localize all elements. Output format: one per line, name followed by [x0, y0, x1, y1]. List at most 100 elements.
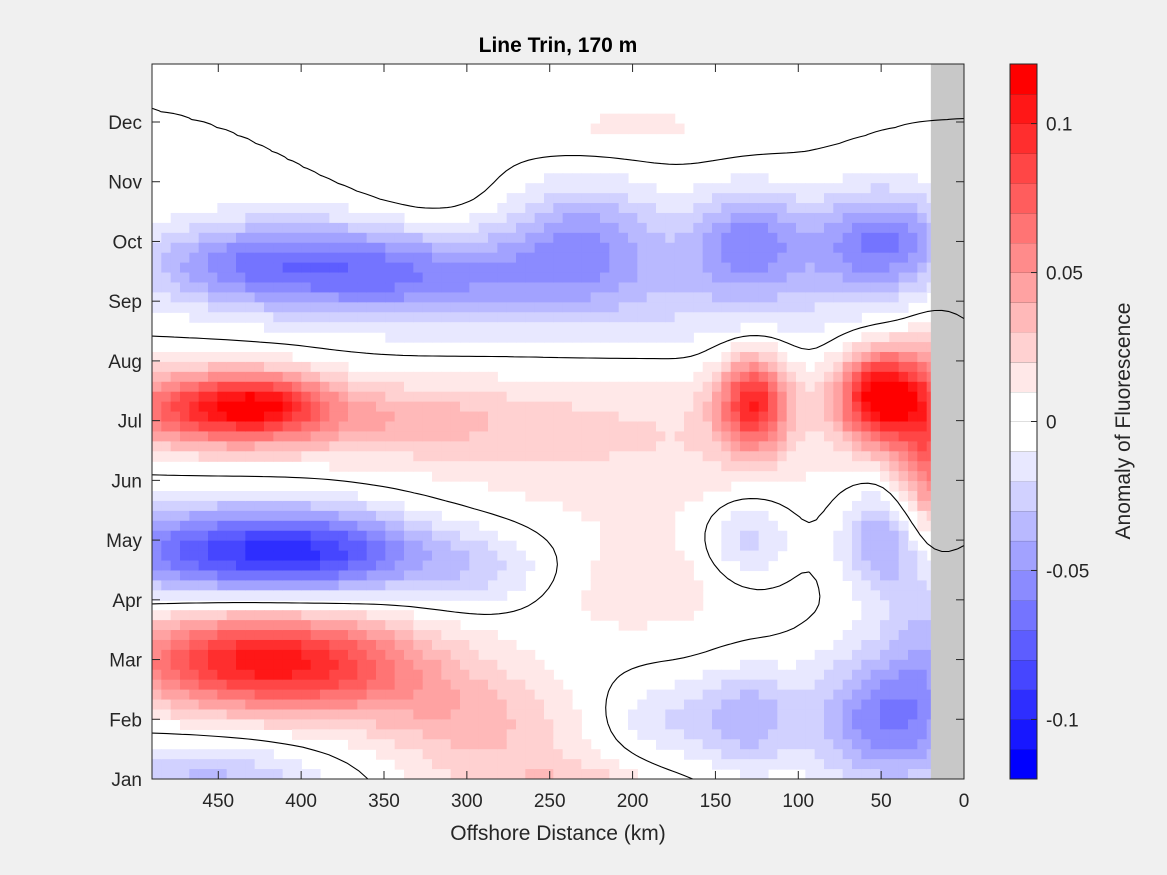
contour-cell	[758, 461, 769, 472]
contour-cell	[712, 262, 722, 274]
contour-cell	[833, 252, 844, 264]
contour-cell	[600, 173, 610, 184]
contour-cell	[301, 302, 312, 313]
contour-cell	[637, 332, 648, 343]
contour-cell	[768, 739, 778, 750]
contour-cell	[497, 461, 508, 472]
contour-cell	[581, 401, 592, 413]
contour-cell	[609, 500, 620, 512]
contour-cell	[656, 471, 666, 482]
contour-cell	[469, 530, 480, 542]
contour-cell	[208, 431, 218, 442]
contour-cell	[152, 282, 162, 293]
contour-cell	[198, 699, 209, 711]
contour-cell	[170, 262, 181, 274]
contour-cell	[917, 520, 928, 532]
contour-cell	[730, 381, 741, 393]
contour-cell	[161, 620, 172, 631]
contour-cell	[404, 242, 414, 254]
contour-cell	[758, 510, 769, 522]
contour-cell	[198, 361, 209, 373]
contour-cell	[516, 481, 526, 492]
contour-cell	[460, 232, 470, 244]
contour-cell	[852, 709, 862, 721]
contour-cell	[376, 232, 386, 244]
contour-cell	[338, 719, 349, 730]
contour-cell	[637, 491, 648, 502]
contour-cell	[460, 272, 470, 284]
contour-cell	[870, 371, 881, 383]
contour-cell	[730, 461, 741, 472]
contour-cell	[898, 709, 909, 721]
contour-cell	[646, 113, 657, 125]
contour-cell	[684, 689, 694, 701]
contour-cell	[441, 272, 452, 284]
contour-cell	[702, 203, 713, 214]
contour-cell	[282, 371, 293, 383]
contour-cell	[264, 431, 274, 442]
contour-cell	[282, 262, 293, 274]
contour-cell	[712, 411, 722, 423]
contour-cell	[469, 441, 480, 452]
contour-cell	[618, 282, 629, 293]
contour-cell	[273, 550, 284, 562]
contour-cell	[553, 381, 564, 393]
contour-cell	[721, 749, 732, 760]
contour-cell	[572, 491, 582, 502]
contour-cell	[506, 212, 517, 224]
contour-cell	[254, 590, 265, 601]
contour-cell	[254, 709, 265, 721]
contour-cell	[740, 371, 750, 383]
contour-cell	[357, 520, 368, 532]
contour-cell	[441, 729, 452, 740]
contour-cell	[842, 342, 853, 353]
contour-cell	[618, 183, 629, 194]
contour-cell	[693, 282, 704, 293]
contour-cell	[348, 411, 358, 423]
contour-cell	[730, 510, 741, 522]
contour-cell	[842, 371, 853, 383]
contour-cell	[572, 193, 582, 204]
contour-cell	[385, 431, 396, 442]
contour-cell	[870, 441, 881, 452]
contour-cell	[590, 183, 601, 194]
contour-cell	[217, 491, 228, 502]
contour-cell	[245, 391, 256, 403]
contour-cell	[236, 610, 246, 621]
contour-cell	[385, 550, 396, 562]
contour-cell	[721, 719, 732, 730]
contour-cell	[245, 431, 256, 442]
contour-cell	[254, 620, 265, 631]
contour-cell	[730, 242, 741, 254]
contour-cell	[572, 391, 582, 403]
contour-cell	[814, 292, 825, 303]
contour-cell	[217, 530, 228, 542]
contour-cell	[170, 391, 181, 403]
contour-cell	[534, 729, 545, 740]
contour-cell	[572, 431, 582, 442]
contour-cell	[264, 302, 274, 313]
contour-cell	[618, 481, 629, 492]
contour-cell	[348, 491, 358, 502]
contour-cell	[460, 421, 470, 433]
contour-cell	[861, 719, 872, 730]
contour-cell	[226, 361, 237, 373]
contour-cell	[310, 411, 321, 423]
contour-cell	[208, 272, 218, 284]
contour-cell	[544, 183, 554, 194]
contour-cell	[161, 441, 172, 452]
contour-cell	[329, 302, 340, 313]
contour-cell	[553, 203, 564, 214]
contour-cell	[264, 381, 274, 393]
contour-cell	[740, 421, 750, 433]
contour-cell	[469, 560, 480, 572]
contour-cell	[338, 630, 349, 641]
contour-cell	[488, 560, 498, 572]
contour-cell	[469, 679, 480, 691]
contour-cell	[861, 560, 872, 572]
contour-cell	[889, 530, 900, 542]
contour-cell	[189, 550, 200, 562]
contour-cell	[814, 689, 825, 701]
contour-cell	[693, 491, 704, 502]
contour-cell	[889, 471, 900, 482]
